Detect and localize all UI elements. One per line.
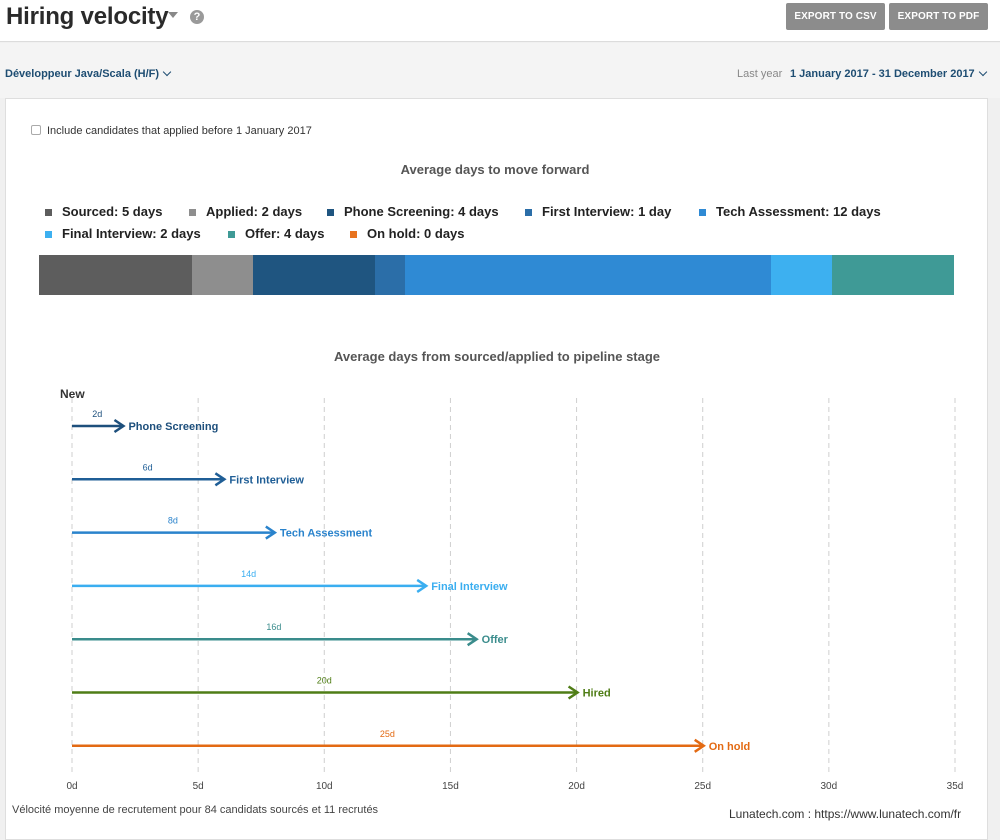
days-label: 25d xyxy=(380,729,395,739)
bar-segment[interactable] xyxy=(405,255,771,295)
x-tick-label: 5d xyxy=(193,781,204,792)
date-range-label: 1 January 2017 - 31 December 2017 xyxy=(790,68,975,80)
arrow-head-icon xyxy=(466,632,479,647)
header-bar: Hiring velocity ? EXPORT TO CSV EXPORT T… xyxy=(0,0,1000,42)
page-title[interactable]: Hiring velocity xyxy=(6,3,169,30)
forward-stacked-bar xyxy=(39,255,954,295)
x-tick-label: 25d xyxy=(694,781,711,792)
stage-label: First Interview xyxy=(229,474,304,486)
x-tick-label: 20d xyxy=(568,781,585,792)
filter-bar: Développeur Java/Scala (H/F) Last year 1… xyxy=(0,43,1000,98)
days-label: 20d xyxy=(317,676,332,686)
legend-swatch xyxy=(45,209,52,216)
legend-label: Final Interview: 2 days xyxy=(62,226,201,241)
include-earlier-option[interactable]: Include candidates that applied before 1… xyxy=(31,125,312,137)
x-tick-label: 35d xyxy=(947,781,964,792)
bar-segment[interactable] xyxy=(374,255,405,295)
legend-label: Sourced: 5 days xyxy=(62,204,163,219)
stage-label: On hold xyxy=(709,741,751,753)
job-select-label: Développeur Java/Scala (H/F) xyxy=(5,68,160,80)
velocity-chart-title: Average days from sourced/applied to pip… xyxy=(333,349,661,364)
legend-label: First Interview: 1 day xyxy=(542,204,672,219)
arrow-head-icon xyxy=(214,472,227,487)
x-tick-label: 10d xyxy=(316,781,333,792)
legend-swatch xyxy=(45,231,52,238)
bar-segment[interactable] xyxy=(252,255,375,295)
legend-swatch xyxy=(525,209,532,216)
stage-label: Tech Assessment xyxy=(280,528,373,540)
arrow-head-icon xyxy=(113,418,126,434)
stage-label: Final Interview xyxy=(431,581,508,593)
footer-summary: Vélocité moyenne de recrutement pour 84 … xyxy=(12,804,379,816)
chevron-down-icon xyxy=(162,67,172,77)
days-label: 16d xyxy=(266,622,281,632)
chevron-down-icon[interactable] xyxy=(168,12,178,18)
start-label: New xyxy=(60,387,85,401)
chevron-down-icon xyxy=(978,67,987,77)
period-label: Last year xyxy=(737,68,783,80)
x-tick-label: 30d xyxy=(821,781,838,792)
include-earlier-checkbox[interactable] xyxy=(31,125,41,135)
velocity-chart: 0d 5d 10d 15d 20d 25d 30d 35d New 2d Phone Screeni… xyxy=(60,387,964,792)
export-pdf-button[interactable]: EXPORT TO PDF xyxy=(889,3,988,30)
legend-label: Offer: 4 days xyxy=(245,226,325,241)
legend-label: Phone Screening: 4 days xyxy=(344,204,499,219)
arrow-head-icon xyxy=(416,578,429,593)
legend-label: On hold: 0 days xyxy=(367,226,465,241)
question-circle-icon[interactable]: ? xyxy=(190,10,204,24)
legend-label: Tech Assessment: 12 days xyxy=(716,204,881,219)
x-tick-label: 0d xyxy=(66,781,77,792)
legend-swatch xyxy=(189,209,196,216)
days-label: 2d xyxy=(92,409,102,419)
footer-credit: Lunatech.com : https://www.lunatech.com/… xyxy=(729,807,962,821)
stage-label: Phone Screening xyxy=(128,421,218,433)
legend-swatch xyxy=(350,231,357,238)
arrow-head-icon xyxy=(567,685,580,700)
legend-swatch xyxy=(327,209,334,216)
legend-label: Applied: 2 days xyxy=(206,204,303,219)
legend-swatch xyxy=(228,231,235,238)
bar-segment[interactable] xyxy=(191,255,253,295)
x-tick-label: 15d xyxy=(442,781,459,792)
bar-segment[interactable] xyxy=(832,255,954,295)
days-label: 6d xyxy=(143,462,153,472)
arrow-head-icon xyxy=(694,738,706,753)
date-range-select[interactable]: 1 January 2017 - 31 December 2017 xyxy=(790,67,987,80)
export-csv-button[interactable]: EXPORT TO CSV xyxy=(786,3,885,30)
days-label: 14d xyxy=(241,569,256,579)
days-label: 8d xyxy=(168,516,178,526)
legend-swatch xyxy=(699,209,706,216)
bar-segment[interactable] xyxy=(39,255,192,295)
include-earlier-label: Include candidates that applied before 1… xyxy=(47,125,312,137)
job-select[interactable]: Développeur Java/Scala (H/F) xyxy=(5,67,172,80)
bar-segment[interactable] xyxy=(771,255,832,295)
stage-label: Hired xyxy=(583,688,611,700)
chart-card xyxy=(5,98,988,840)
arrow-head-icon xyxy=(265,525,278,540)
stage-label: Offer xyxy=(482,634,509,646)
forward-chart-title: Average days to move forward xyxy=(400,162,590,177)
